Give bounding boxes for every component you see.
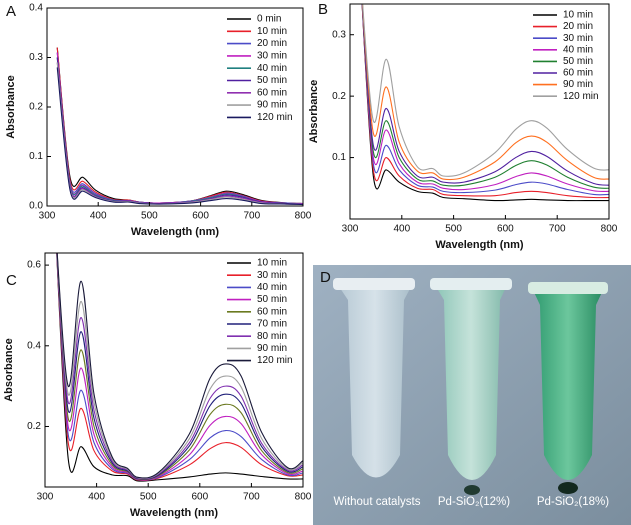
spectrum-line	[361, 4, 609, 196]
legend-label: 10 min	[257, 26, 287, 37]
spectrum-line	[362, 4, 609, 177]
spectrum-line	[361, 4, 609, 186]
panel-label: A	[6, 3, 16, 20]
x-tick-label: 400	[393, 224, 410, 235]
spectrum-line	[361, 4, 609, 202]
tube-cap	[528, 282, 608, 294]
legend-label: 60 min	[257, 87, 287, 98]
x-tick-label: 400	[90, 211, 107, 222]
y-tick-label: 0.1	[332, 152, 346, 163]
legend-label: 0 min	[257, 14, 281, 25]
legend-label: 50 min	[257, 294, 287, 305]
legend-label: 40 min	[563, 44, 593, 55]
x-tick-label: 700	[243, 492, 260, 503]
y-tick-label: 0.2	[27, 421, 41, 432]
spectrum-line	[361, 4, 609, 199]
chart: 300 400 500 600 700 800 0.0 0.1 0.2 0.3 0.4 Wavelen…	[5, 3, 312, 238]
spectrum-line	[361, 4, 609, 193]
x-tick-label: 800	[601, 224, 618, 235]
legend-label: 10 min	[563, 10, 593, 21]
y-axis-label: Absorbance	[308, 80, 320, 144]
y-tick-label: 0.1	[29, 151, 43, 162]
x-tick-label: 700	[549, 224, 566, 235]
spectrum-line	[361, 4, 609, 189]
panel-label: B	[318, 1, 328, 18]
tube-cap	[430, 278, 512, 290]
legend-label: 70 min	[257, 319, 287, 330]
legend-label: 50 min	[563, 56, 593, 67]
legend-label: 40 min	[257, 282, 287, 293]
legend-label: 40 min	[257, 63, 287, 74]
plot-frame	[349, 3, 610, 220]
x-axis-label: Wavelength (nm)	[130, 507, 219, 519]
x-tick-label: 600	[497, 224, 514, 235]
y-tick-label: 0.0	[29, 201, 43, 212]
x-tick-label: 300	[37, 492, 54, 503]
legend-label: 30 min	[257, 51, 287, 62]
legend-label: 90 min	[257, 100, 287, 111]
x-tick-label: 300	[39, 211, 56, 222]
legend-label: 30 min	[257, 270, 287, 281]
x-tick-label: 500	[140, 492, 157, 503]
y-tick-label: 0.2	[332, 91, 346, 102]
y-tick-label: 0.3	[332, 29, 346, 40]
photo: D Without catalysts Pd-SiO₂(12%) Pd-SiO₂…	[313, 265, 631, 525]
x-axis-label: Wavelength (nm)	[131, 226, 220, 238]
y-tick-label: 0.2	[29, 102, 43, 113]
x-axis-label: Wavelength (nm)	[435, 239, 524, 251]
y-tick-label: 0.4	[27, 340, 41, 351]
x-tick-label: 800	[295, 211, 312, 222]
legend-label: 20 min	[563, 21, 593, 32]
panel-label: C	[6, 272, 17, 289]
chart: 300 400 500 600 700 800 0.2 0.4 0.6 Wavelength (n…	[3, 252, 312, 519]
tube	[533, 290, 603, 480]
x-tick-label: 800	[295, 492, 312, 503]
legend-label: 60 min	[257, 306, 287, 317]
spectrum-line	[56, 67, 303, 206]
legend-label: 120 min	[563, 91, 599, 102]
x-tick-label: 500	[445, 224, 462, 235]
tube-cap	[333, 278, 415, 290]
legend-label: 120 min	[257, 355, 293, 366]
x-tick-label: 600	[191, 492, 208, 503]
legend-label: 90 min	[257, 343, 287, 354]
x-tick-label: 500	[141, 211, 158, 222]
x-tick-label: 400	[88, 492, 105, 503]
spectrum-line	[56, 253, 303, 479]
y-tick-label: 0.4	[29, 3, 43, 14]
legend-label: 50 min	[257, 75, 287, 86]
caption: Without catalysts	[334, 496, 421, 508]
spectrum-line	[361, 4, 609, 181]
y-tick-label: 0.6	[27, 260, 41, 271]
legend-label: 120 min	[257, 112, 293, 123]
caption: Pd-SiO₂(12%)	[438, 496, 510, 508]
caption: Pd-SiO₂(18%)	[537, 496, 609, 508]
y-axis-label: Absorbance	[5, 75, 17, 139]
tube	[338, 285, 412, 478]
x-tick-label: 300	[342, 224, 359, 235]
precipitate	[558, 482, 578, 494]
chart: 300 400 500 600 700 800 0.1 0.2 0.3 Wavelength (n…	[308, 1, 618, 251]
legend-label: 20 min	[257, 38, 287, 49]
legend-label: 60 min	[563, 68, 593, 79]
legend-label: 10 min	[257, 258, 287, 269]
precipitate	[464, 485, 480, 495]
legend-label: 80 min	[257, 331, 287, 342]
panel-label: D	[320, 269, 331, 286]
tube	[435, 285, 507, 480]
y-tick-label: 0.3	[29, 52, 43, 63]
y-axis-label: Absorbance	[3, 338, 15, 402]
plot-frame	[44, 252, 304, 488]
x-tick-label: 600	[192, 211, 209, 222]
legend-label: 30 min	[563, 33, 593, 44]
x-tick-label: 700	[243, 211, 260, 222]
legend-label: 90 min	[563, 79, 593, 90]
